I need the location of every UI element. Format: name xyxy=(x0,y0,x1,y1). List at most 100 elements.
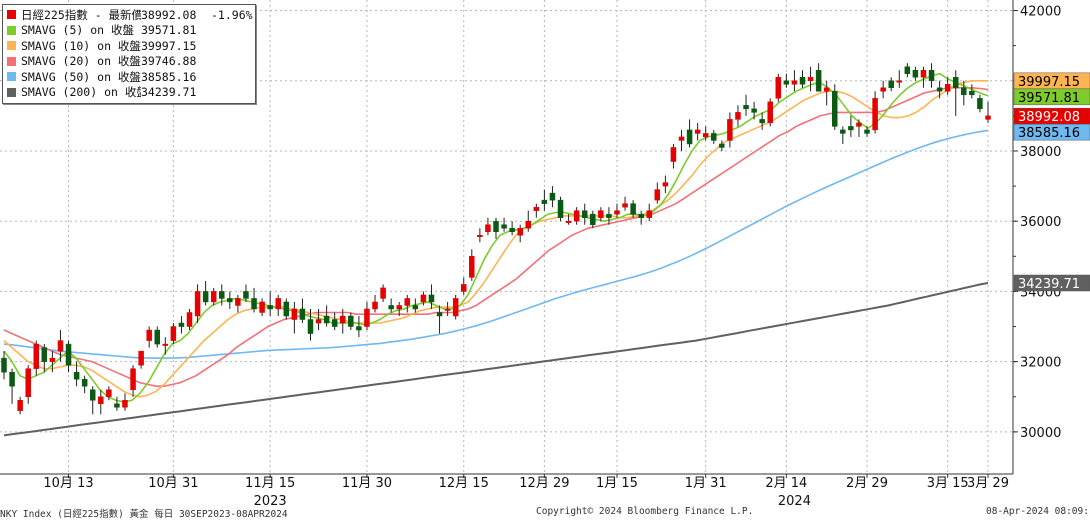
chart-legend: 日經225指數 - 最新價 38992.08 -1.96% SMAVG (5) on … xyxy=(2,4,256,104)
series-line-4 xyxy=(3,129,989,359)
candle-body xyxy=(340,315,346,324)
x-tick-label: 3月 15 xyxy=(927,476,969,491)
candle-body xyxy=(743,105,749,110)
candle-body xyxy=(678,136,685,141)
candle-body xyxy=(138,350,144,366)
x-tick-label: 12月 29 xyxy=(519,476,569,491)
legend-value: 39746.88 xyxy=(141,54,197,69)
legend-item: 日經225指數 - 最新價 38992.08 -1.96% xyxy=(5,7,253,23)
candle-body xyxy=(106,389,112,398)
series-line-1 xyxy=(3,72,989,403)
candle-body xyxy=(267,305,273,310)
candle-body xyxy=(485,224,491,232)
candle-body xyxy=(210,291,217,303)
candle-body xyxy=(41,347,48,362)
candle-body xyxy=(815,69,822,92)
candle-body xyxy=(654,189,661,201)
last-value-tag-label: 38585.16 xyxy=(1018,126,1080,141)
x-tick-label: 11月 30 xyxy=(342,476,392,491)
candle-body xyxy=(864,129,870,134)
candle-body xyxy=(557,199,564,218)
x-year-label: 2023 xyxy=(254,494,287,509)
candle-body xyxy=(920,69,927,78)
candle-body xyxy=(751,108,757,113)
candle-body xyxy=(162,343,169,346)
last-value-tag xyxy=(1013,274,1090,292)
candle-body xyxy=(735,112,741,120)
legend-item: SMAVG (20) on 收盤 39746.88 xyxy=(5,54,253,70)
candle-body xyxy=(98,396,104,405)
footer-timestamp: 08-Apr-2024 08:09:11 xyxy=(986,506,1090,517)
candle-body xyxy=(904,66,911,74)
candle-body xyxy=(356,326,362,331)
candle-body xyxy=(783,80,790,85)
candle-body xyxy=(565,220,572,223)
candle-body xyxy=(775,76,782,99)
candle-body xyxy=(428,294,435,303)
y-tick-label: 32000 xyxy=(1020,356,1061,371)
candle-body xyxy=(727,119,733,141)
candle-body xyxy=(396,305,402,310)
legend-label: SMAVG (10) on 收盤 xyxy=(21,38,141,53)
candle-body xyxy=(880,87,886,92)
candle-body xyxy=(251,298,257,310)
candle-body xyxy=(952,76,959,89)
footer-copyright: Copyright© 2024 Bloomberg Finance L.P. xyxy=(536,506,754,517)
y-tick-label: 38000 xyxy=(1020,145,1061,160)
candle-body xyxy=(9,371,15,387)
candle-body xyxy=(501,224,507,229)
candle-body xyxy=(719,143,725,148)
legend-value: 39571.81 xyxy=(141,23,197,38)
candle-body xyxy=(202,291,209,303)
candle-body xyxy=(291,308,298,320)
last-value-tag-label: 38992.08 xyxy=(1018,110,1080,125)
candle-body xyxy=(25,368,31,398)
candle-body xyxy=(122,400,128,408)
candle-body xyxy=(590,213,596,225)
candle-body xyxy=(541,199,548,204)
legend-swatch xyxy=(7,10,16,20)
candle-body xyxy=(646,210,652,218)
candle-body xyxy=(364,308,370,327)
footer-source: NKY Index (日經225指數) 黃金 每日 30SEP2023-08AP… xyxy=(0,509,288,520)
candle-body xyxy=(17,400,23,412)
candle-body xyxy=(49,357,56,362)
candle-body xyxy=(581,210,588,218)
legend-swatch xyxy=(7,25,16,35)
legend-item: SMAVG (200) on 收盤 34239.71 xyxy=(5,85,253,101)
candle-body xyxy=(961,87,967,96)
candle-body xyxy=(1,357,7,373)
candle-body xyxy=(509,227,515,232)
candle-body xyxy=(299,308,306,320)
candle-body xyxy=(630,203,636,215)
legend-swatch xyxy=(7,87,16,97)
legend-label: 日經225指數 - 最新價 xyxy=(21,7,141,22)
candle-body xyxy=(420,294,427,303)
last-value-tag-label: 39997.15 xyxy=(1018,75,1080,90)
candle-body xyxy=(219,291,225,299)
legend-item: SMAVG (50) on 收盤 38585.16 xyxy=(5,69,253,85)
candle-body xyxy=(65,343,72,366)
candle-body xyxy=(840,129,846,134)
candle-body xyxy=(872,98,878,131)
candle-body xyxy=(767,101,773,124)
legend-label: SMAVG (50) on 收盤 xyxy=(21,69,141,84)
candle-body xyxy=(186,312,193,327)
candle-body xyxy=(493,220,499,232)
candle-body xyxy=(348,315,354,327)
candle-body xyxy=(888,80,894,89)
y-tick-label: 36000 xyxy=(1020,215,1061,230)
candle-body xyxy=(323,315,330,324)
legend-swatch xyxy=(7,56,16,66)
x-tick-label: 1月 15 xyxy=(596,476,638,491)
candle-body xyxy=(275,298,281,310)
candle-body xyxy=(404,298,411,306)
candle-body xyxy=(606,213,612,218)
candle-body xyxy=(33,343,40,369)
x-tick-label: 1月 31 xyxy=(685,476,727,491)
series-line-3 xyxy=(3,87,989,388)
legend-swatch xyxy=(7,72,16,82)
candle-body xyxy=(944,84,951,92)
